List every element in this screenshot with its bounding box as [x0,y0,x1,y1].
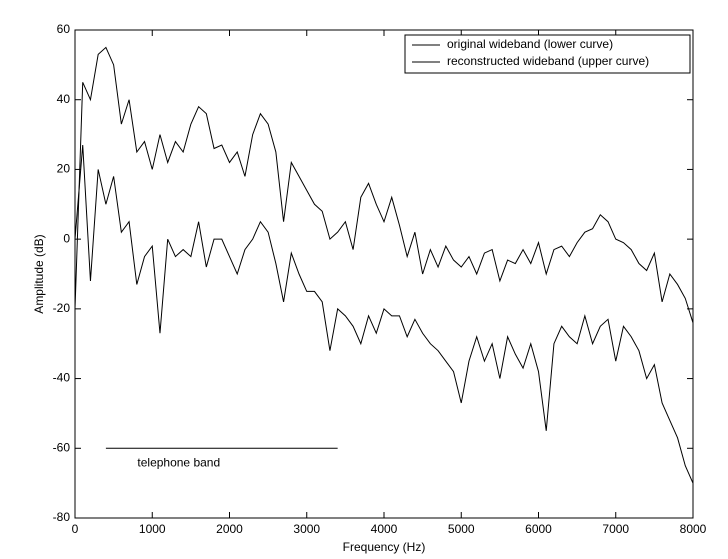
y-tick-label: 40 [57,92,71,106]
x-tick-label: 6000 [525,522,552,536]
x-tick-label: 7000 [602,522,629,536]
y-tick-label: 20 [57,162,71,176]
series-line [74,46,694,323]
x-tick-label: 8000 [680,522,707,536]
legend-box [404,34,691,74]
x-tick-label: 0 [72,522,79,536]
plot-frame [74,29,694,519]
x-tick-label: 2000 [216,522,243,536]
x-axis-label: Frequency (Hz) [343,540,426,554]
x-tick-label: 3000 [293,522,320,536]
series-line [74,144,694,484]
annotation-text: telephone band [137,455,220,469]
x-tick-label: 1000 [139,522,166,536]
y-tick-label: 60 [57,22,71,36]
x-tick-label: 5000 [448,522,475,536]
y-tick-label: -40 [53,371,71,385]
legend-label: reconstructed wideband (upper curve) [447,54,649,68]
y-tick-label: 0 [63,231,70,245]
y-tick-label: -80 [53,510,71,524]
y-axis-label: Amplitude (dB) [32,234,46,313]
y-tick-label: -20 [53,301,71,315]
legend-label: original wideband (lower curve) [447,37,613,51]
y-tick-label: -60 [53,440,71,454]
x-tick-label: 4000 [371,522,398,536]
